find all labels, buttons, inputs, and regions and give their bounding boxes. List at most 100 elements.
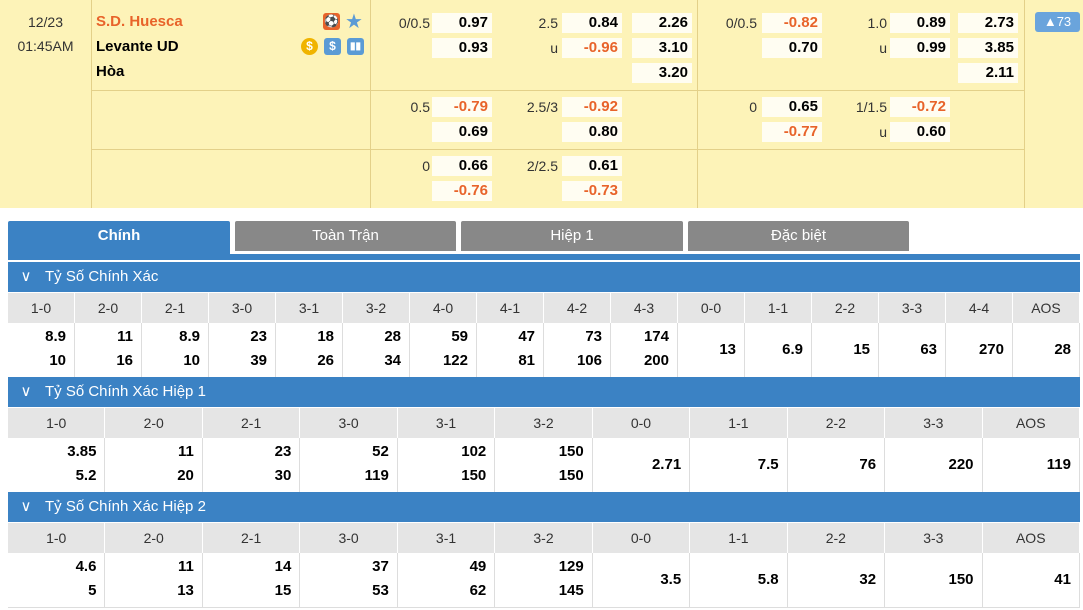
odds-value[interactable]: 39 xyxy=(250,352,267,369)
odds-value[interactable]: 13 xyxy=(719,341,736,358)
odds-value[interactable]: 270 xyxy=(978,341,1004,358)
odds-value[interactable]: 81 xyxy=(518,352,535,369)
odds-value[interactable]: 18 xyxy=(317,328,334,345)
odds-value[interactable]: 32 xyxy=(859,571,877,588)
odds-value[interactable]: 63 xyxy=(920,341,937,358)
home-team[interactable]: S.D. Huesca xyxy=(96,13,183,30)
odds-cell[interactable]: -0.82 xyxy=(762,13,822,33)
odds-value[interactable]: 102 xyxy=(461,443,487,460)
score-odds-cell[interactable]: 63 xyxy=(879,323,946,377)
section-header[interactable]: ∨ Tỷ Số Chính Xác Hiệp 1 xyxy=(8,377,1080,407)
live-icon[interactable]: ⚽ xyxy=(323,13,340,30)
score-odds-cell[interactable]: 220 xyxy=(885,438,983,492)
score-odds-cell[interactable]: 3.5 xyxy=(593,553,691,607)
more-markets-button[interactable]: ▲73 xyxy=(1035,12,1080,32)
score-odds-cell[interactable]: 23 39 xyxy=(209,323,276,377)
score-odds-cell[interactable]: 28 xyxy=(1013,323,1080,377)
odds-cell[interactable]: 0.66 xyxy=(432,156,492,176)
odds-cell[interactable]: -0.76 xyxy=(432,181,492,201)
score-odds-cell[interactable]: 32 xyxy=(788,553,886,607)
odds-value[interactable]: 5.8 xyxy=(757,571,779,588)
odds-value[interactable]: 150 xyxy=(558,467,584,484)
odds-value[interactable]: 34 xyxy=(384,352,401,369)
odds-cell[interactable]: 0.61 xyxy=(562,156,622,176)
odds-cell[interactable]: 0.93 xyxy=(432,38,492,58)
odds-cell[interactable]: -0.77 xyxy=(762,122,822,142)
odds-cell[interactable]: 0.80 xyxy=(562,122,622,142)
odds-cell[interactable]: -0.73 xyxy=(562,181,622,201)
odds-value[interactable]: 28 xyxy=(384,328,401,345)
odds-value[interactable]: 150 xyxy=(461,467,487,484)
star-icon[interactable]: ★ xyxy=(345,11,363,33)
score-odds-cell[interactable]: 11 16 xyxy=(75,323,142,377)
score-odds-cell[interactable]: 14 15 xyxy=(203,553,301,607)
odds-value[interactable]: 7.5 xyxy=(757,456,779,473)
odds-value[interactable]: 11 xyxy=(178,443,194,460)
odds-value[interactable]: 14 xyxy=(274,558,292,575)
odds-value[interactable]: 11 xyxy=(178,558,194,575)
score-odds-cell[interactable]: 6.9 xyxy=(745,323,812,377)
odds-cell[interactable]: 0.97 xyxy=(432,13,492,33)
score-odds-cell[interactable]: 73 106 xyxy=(544,323,611,377)
odds-1x2-home[interactable]: 2.26 xyxy=(632,13,692,33)
away-team[interactable]: Levante UD xyxy=(96,38,179,55)
score-odds-cell[interactable]: 52 119 xyxy=(300,438,398,492)
odds-value[interactable]: 200 xyxy=(643,352,669,369)
score-odds-cell[interactable]: 59 122 xyxy=(410,323,477,377)
odds-value[interactable]: 23 xyxy=(250,328,267,345)
odds-1x2-draw[interactable]: 3.20 xyxy=(632,63,692,83)
stats-icon[interactable]: ▮▮ xyxy=(347,38,364,55)
score-odds-cell[interactable]: 2.71 xyxy=(593,438,691,492)
odds-value[interactable]: 23 xyxy=(274,443,292,460)
odds-value[interactable]: 26 xyxy=(317,352,334,369)
odds-cell[interactable]: -0.96 xyxy=(562,38,622,58)
section-header[interactable]: ∨ Tỷ Số Chính Xác Hiệp 2 xyxy=(8,492,1080,522)
score-odds-cell[interactable]: 102 150 xyxy=(398,438,496,492)
odds-cell[interactable]: -0.72 xyxy=(890,97,950,117)
odds-value[interactable]: 145 xyxy=(558,582,584,599)
odds-value[interactable]: 53 xyxy=(372,582,389,599)
odds-value[interactable]: 129 xyxy=(558,558,584,575)
odds-value[interactable]: 20 xyxy=(177,467,194,484)
odds-value[interactable]: 220 xyxy=(948,456,974,473)
score-odds-cell[interactable]: 23 30 xyxy=(203,438,301,492)
score-odds-cell[interactable]: 8.9 10 xyxy=(8,323,75,377)
score-odds-cell[interactable]: 4.6 5 xyxy=(8,553,106,607)
odds-value[interactable]: 5.2 xyxy=(75,467,97,484)
odds-value[interactable]: 106 xyxy=(576,352,602,369)
odds-value[interactable]: 8.9 xyxy=(179,328,200,345)
odds-value[interactable]: 62 xyxy=(469,582,487,599)
odds-cell[interactable]: 0.99 xyxy=(890,38,950,58)
odds-value[interactable]: 6.9 xyxy=(782,341,803,358)
odds-value[interactable]: 28 xyxy=(1054,341,1071,358)
odds-value[interactable]: 2.71 xyxy=(651,456,682,473)
odds-value[interactable]: 10 xyxy=(49,352,66,369)
odds-value[interactable]: 59 xyxy=(451,328,468,345)
odds-cell[interactable]: 0.69 xyxy=(432,122,492,142)
score-odds-cell[interactable]: 11 20 xyxy=(105,438,203,492)
section-header[interactable]: ∨ Tỷ Số Chính Xác xyxy=(8,262,1080,292)
tab-dac-biet[interactable]: Đặc biệt xyxy=(688,221,909,251)
odds-value[interactable]: 41 xyxy=(1054,571,1071,588)
odds-value[interactable]: 174 xyxy=(643,328,669,345)
odds-value[interactable]: 119 xyxy=(1046,456,1071,473)
tab-chinh[interactable]: Chính xyxy=(8,221,230,255)
odds-value[interactable]: 4.6 xyxy=(75,558,97,575)
odds-value[interactable]: 3.5 xyxy=(660,571,682,588)
odds-value[interactable]: 8.9 xyxy=(45,328,66,345)
coin-icon[interactable]: $ xyxy=(301,38,318,55)
score-odds-cell[interactable]: 11 13 xyxy=(105,553,203,607)
odds-cell[interactable]: 0.84 xyxy=(562,13,622,33)
odds-value[interactable]: 3.85 xyxy=(67,443,97,460)
odds-value[interactable]: 76 xyxy=(859,456,877,473)
score-odds-cell[interactable]: 41 xyxy=(983,553,1080,607)
odds-1x2-away[interactable]: 3.85 xyxy=(958,38,1018,58)
odds-cell[interactable]: -0.79 xyxy=(432,97,492,117)
dollar-icon[interactable]: $ xyxy=(324,38,341,55)
odds-value[interactable]: 73 xyxy=(585,328,602,345)
score-odds-cell[interactable]: 150 xyxy=(885,553,983,607)
odds-cell[interactable]: 0.60 xyxy=(890,122,950,142)
score-odds-cell[interactable]: 5.8 xyxy=(690,553,788,607)
tab-hiep-1[interactable]: Hiệp 1 xyxy=(461,221,683,251)
odds-value[interactable]: 52 xyxy=(372,443,389,460)
